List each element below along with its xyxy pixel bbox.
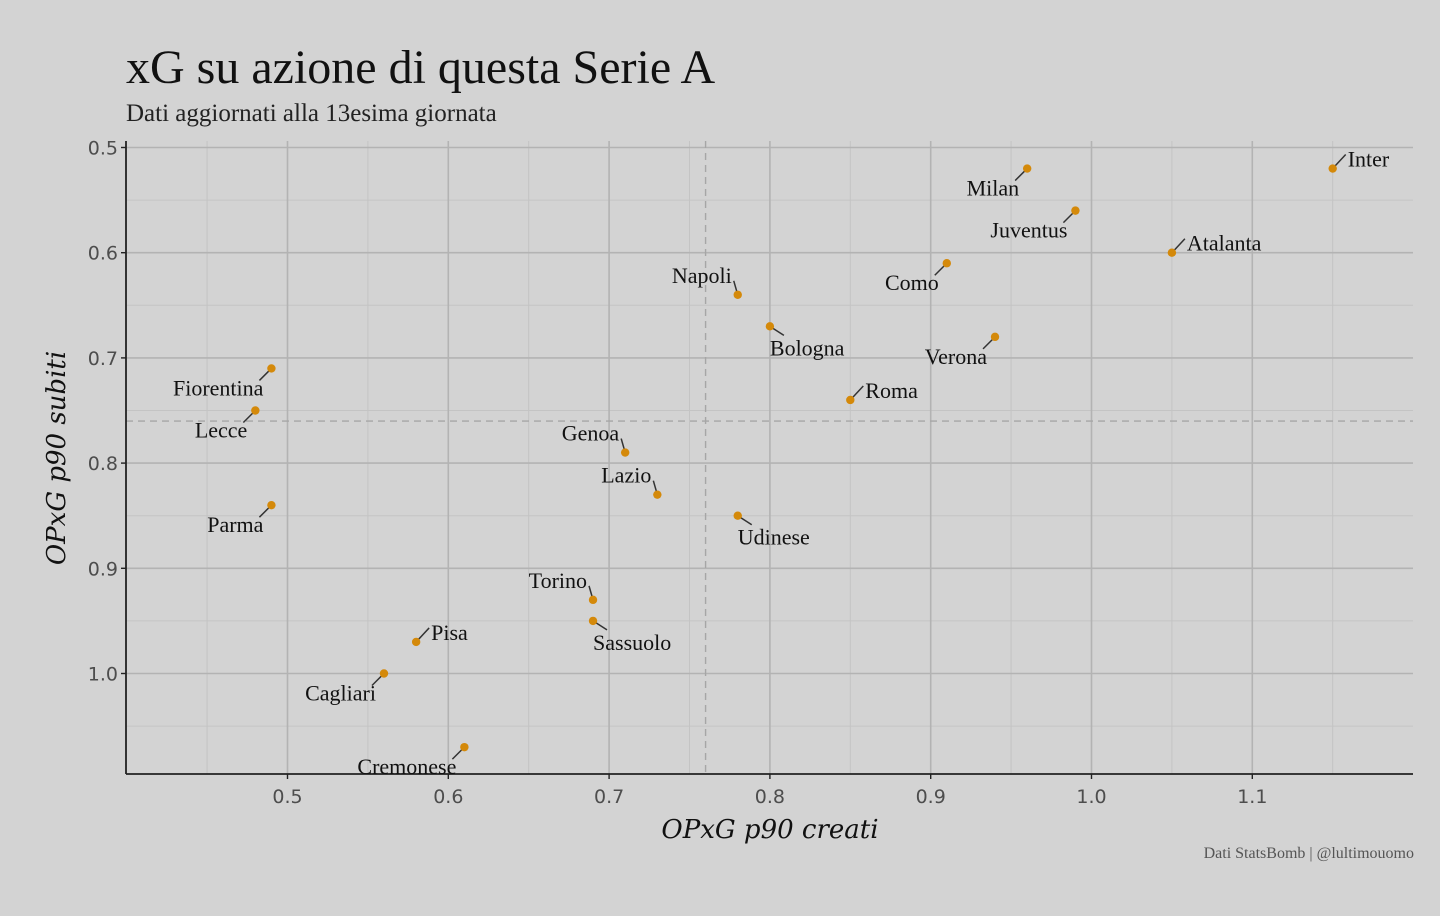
x-tick-label: 0.5 — [272, 786, 302, 808]
point-label: Lecce — [195, 418, 248, 443]
x-axis-title: OPxG p90 creati — [661, 815, 878, 845]
point-label: Como — [885, 270, 939, 295]
point-label: Cremonese — [357, 754, 456, 779]
point-label: Pisa — [431, 620, 468, 645]
point-label: Cagliari — [305, 681, 376, 706]
x-tick-label: 0.8 — [755, 786, 785, 808]
data-point — [411, 637, 421, 647]
chart-subtitle: Dati aggiornati alla 13esima giornata — [126, 100, 497, 127]
data-point — [379, 669, 389, 678]
y-axis-title: OPxG p90 subiti — [42, 351, 72, 565]
point-label: Roma — [865, 378, 918, 403]
data-point — [846, 395, 855, 405]
point-label: Verona — [925, 344, 988, 369]
data-point — [1328, 164, 1337, 173]
reference-lines — [126, 141, 1413, 774]
point-label: Juventus — [990, 218, 1067, 243]
data-point — [588, 616, 598, 626]
y-tick-label: 0.5 — [88, 138, 118, 160]
source-caption: Dati StatsBomb | @lultimouomo — [1203, 845, 1414, 862]
point-label: Fiorentina — [173, 375, 264, 400]
point-label: Torino — [529, 568, 587, 593]
data-point — [1071, 206, 1080, 215]
grid — [126, 141, 1413, 774]
y-tick-label: 0.8 — [88, 453, 118, 475]
axes: 0.5 0.6 0.7 0.8 0.9 1.0 1.1 0.5 0.6 0.7 0.8 0.9 1.0 — [88, 138, 1413, 808]
x-tick-label: 0.6 — [433, 786, 463, 808]
data-point — [1167, 248, 1177, 257]
points — [251, 164, 1337, 752]
point-labels: Inter Milan Juventus Atalanta Como Napoli Bolo… — [173, 147, 1390, 780]
chart-title: xG su azione di questa Serie A — [126, 41, 716, 94]
label-leaders — [242, 154, 1347, 760]
data-point — [620, 448, 630, 457]
data-point — [267, 500, 276, 510]
data-point — [251, 406, 260, 415]
point-label: Napoli — [672, 263, 732, 288]
x-tick-label: 1.1 — [1237, 786, 1267, 808]
point-label: Udinese — [738, 525, 810, 550]
data-point — [733, 290, 742, 299]
data-point — [733, 511, 742, 520]
point-label: Genoa — [562, 421, 620, 446]
point-label: Atalanta — [1187, 231, 1262, 256]
x-tick-label: 1.0 — [1076, 786, 1106, 808]
data-point — [460, 742, 469, 752]
point-label: Inter — [1348, 147, 1390, 172]
point-label: Lazio — [601, 463, 651, 488]
x-tick-label: 0.9 — [916, 786, 946, 808]
data-point — [653, 490, 662, 499]
point-label: Milan — [967, 176, 1020, 201]
y-tick-label: 0.6 — [88, 243, 118, 265]
data-point — [588, 595, 598, 605]
data-point — [1022, 164, 1032, 173]
y-tick-label: 0.9 — [88, 558, 118, 580]
x-tick-label: 0.7 — [594, 786, 624, 808]
point-label: Bologna — [770, 335, 845, 360]
data-point — [267, 364, 276, 373]
y-tick-label: 1.0 — [88, 664, 118, 686]
point-label: Parma — [207, 512, 263, 537]
data-point — [990, 332, 1000, 342]
data-point — [765, 322, 775, 331]
data-point — [942, 259, 951, 268]
point-label: Sassuolo — [593, 630, 671, 655]
y-tick-label: 0.7 — [88, 348, 118, 370]
